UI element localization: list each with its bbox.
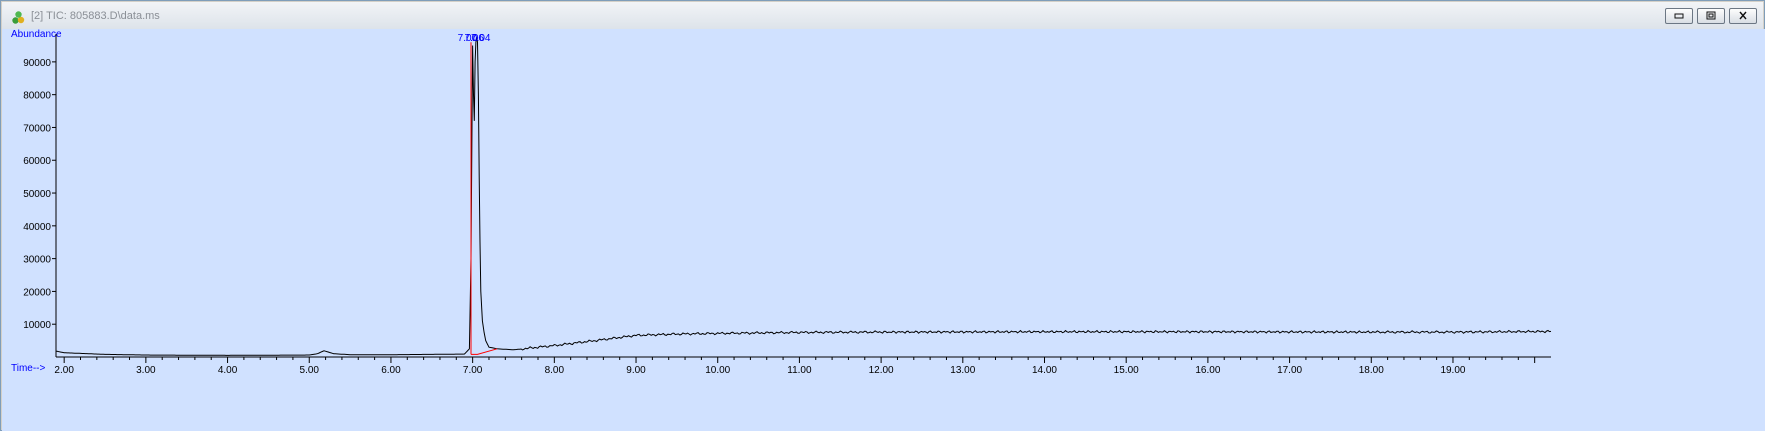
peak-label: 7.04 bbox=[471, 33, 491, 44]
integration-baseline bbox=[471, 348, 498, 355]
chromatogram-plot-area[interactable]: Abundance Time--> 10000 20000 30000 40000 50… bbox=[2, 29, 1765, 431]
x-tick-label: 11.00 bbox=[787, 365, 812, 376]
x-tick-label: 10.00 bbox=[705, 365, 730, 376]
restore-icon bbox=[1706, 7, 1716, 25]
y-tick-label: 80000 bbox=[23, 91, 51, 102]
y-tick-label: 30000 bbox=[23, 255, 51, 266]
tic-chromatogram-chart: Abundance Time--> 10000 20000 30000 40000 50… bbox=[11, 29, 1552, 376]
restore-button[interactable] bbox=[1697, 8, 1725, 24]
title-bar[interactable]: [2] TIC: 805883.D\data.ms bbox=[2, 2, 1763, 30]
close-button[interactable] bbox=[1729, 8, 1757, 24]
x-axis-label: Time--> bbox=[11, 363, 46, 374]
minimize-button[interactable] bbox=[1665, 8, 1693, 24]
tic-trace-line bbox=[55, 37, 1552, 356]
x-tick-label: 18.00 bbox=[1359, 365, 1384, 376]
x-tick-label: 6.00 bbox=[381, 365, 401, 376]
y-tick-label: 50000 bbox=[23, 189, 51, 200]
x-tick-label: 14.00 bbox=[1032, 365, 1057, 376]
window-title: [2] TIC: 805883.D\data.ms bbox=[31, 10, 160, 22]
x-tick-label: 5.00 bbox=[300, 365, 320, 376]
x-tick-label: 8.00 bbox=[545, 365, 565, 376]
x-tick-label: 2.00 bbox=[54, 365, 74, 376]
y-tick-label: 60000 bbox=[23, 156, 51, 167]
x-tick-label: 19.00 bbox=[1440, 365, 1465, 376]
x-tick-label: 12.00 bbox=[869, 365, 894, 376]
x-tick-label: 15.00 bbox=[1114, 365, 1139, 376]
y-tick-label: 70000 bbox=[23, 123, 51, 134]
x-tick-label: 4.00 bbox=[218, 365, 238, 376]
chemstation-app-icon bbox=[11, 10, 26, 25]
x-tick-label: 16.00 bbox=[1195, 365, 1220, 376]
close-icon bbox=[1738, 7, 1748, 25]
x-tick-label: 9.00 bbox=[626, 365, 646, 376]
x-tick-label: 3.00 bbox=[136, 365, 156, 376]
y-tick-label: 40000 bbox=[23, 222, 51, 233]
minimize-icon bbox=[1674, 7, 1684, 25]
y-tick-label: 10000 bbox=[23, 320, 51, 331]
y-tick-label: 20000 bbox=[23, 287, 51, 298]
y-tick-label: 90000 bbox=[23, 58, 51, 69]
peak-label: 7.00 bbox=[458, 33, 478, 44]
y-axis-label: Abundance bbox=[11, 29, 62, 40]
peak-label: 7.06 bbox=[465, 33, 485, 44]
x-tick-label: 7.00 bbox=[463, 365, 483, 376]
x-tick-label: 13.00 bbox=[950, 365, 975, 376]
x-tick-label: 17.00 bbox=[1277, 365, 1302, 376]
